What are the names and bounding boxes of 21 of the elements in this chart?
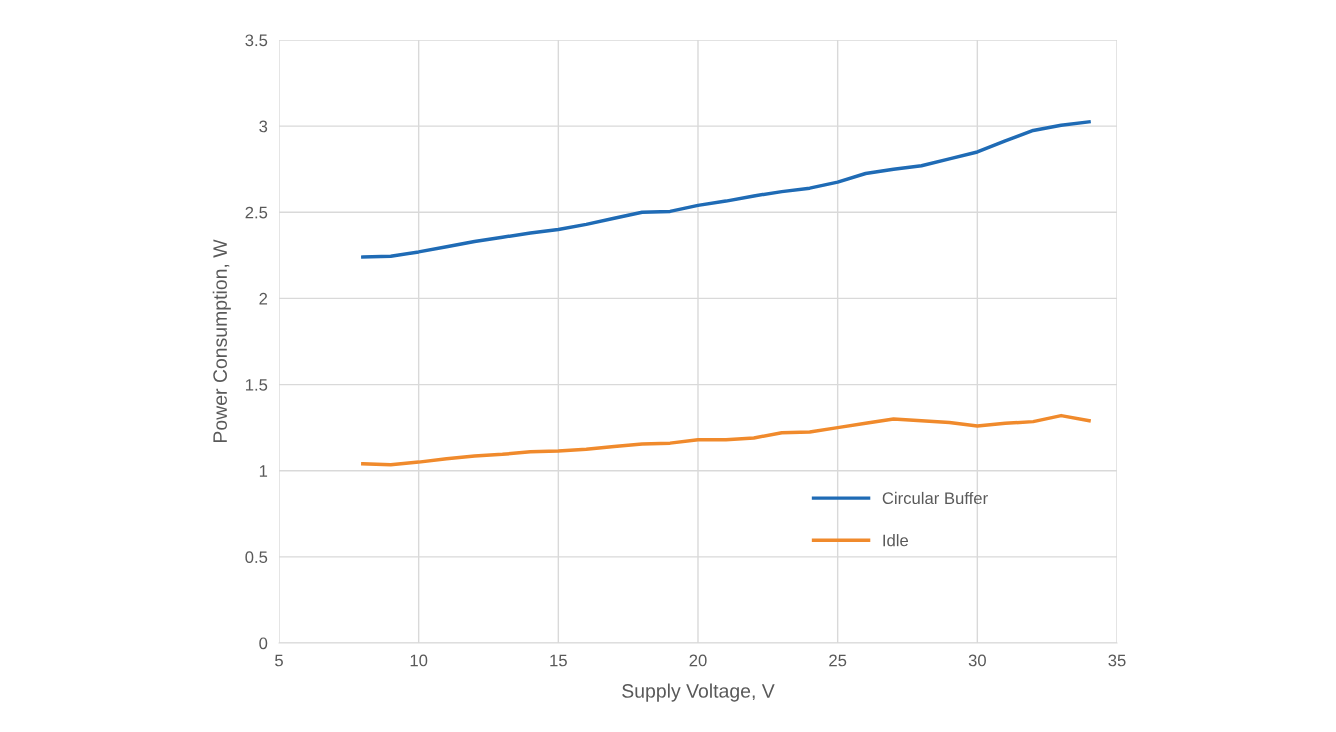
- x-tick-label: 10: [410, 654, 428, 667]
- y-axis-title: Power Consumption, W: [212, 239, 231, 443]
- x-tick-label: 30: [968, 654, 986, 667]
- x-tick-label: 35: [1108, 654, 1126, 667]
- y-tick-label: 3: [259, 120, 268, 133]
- legend-label: Idle: [883, 534, 909, 547]
- y-tick-label: 3.5: [245, 34, 268, 47]
- x-tick-label: 15: [550, 654, 567, 667]
- y-tick-label: 1: [259, 465, 268, 477]
- x-axis-title: Supply Voltage, V: [622, 683, 775, 702]
- y-tick-label: 2: [259, 292, 268, 305]
- y-tick-label: 1.5: [245, 379, 268, 391]
- y-tick-label: 0.5: [245, 551, 268, 564]
- line-series: [361, 120, 1091, 259]
- x-tick-label: 25: [829, 654, 847, 667]
- line-series: [361, 413, 1091, 467]
- legend-label: Circular Buffer: [882, 491, 988, 505]
- x-tick-label: 5: [275, 654, 283, 667]
- y-tick-label: 2.5: [245, 206, 268, 219]
- y-tick-label: 0: [259, 637, 268, 650]
- x-tick-label: 20: [689, 654, 707, 667]
